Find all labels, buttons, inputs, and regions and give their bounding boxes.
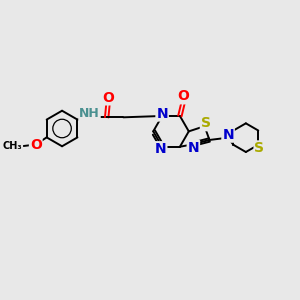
Text: S: S xyxy=(201,116,211,130)
Text: O: O xyxy=(102,91,114,104)
Text: O: O xyxy=(30,138,42,152)
Text: CH₃: CH₃ xyxy=(3,141,22,151)
Text: N: N xyxy=(155,142,167,156)
Text: N: N xyxy=(188,141,199,155)
Text: N: N xyxy=(222,128,234,142)
Text: O: O xyxy=(177,89,189,103)
Text: N: N xyxy=(156,107,168,121)
Text: S: S xyxy=(254,141,264,155)
Text: NH: NH xyxy=(79,107,100,120)
